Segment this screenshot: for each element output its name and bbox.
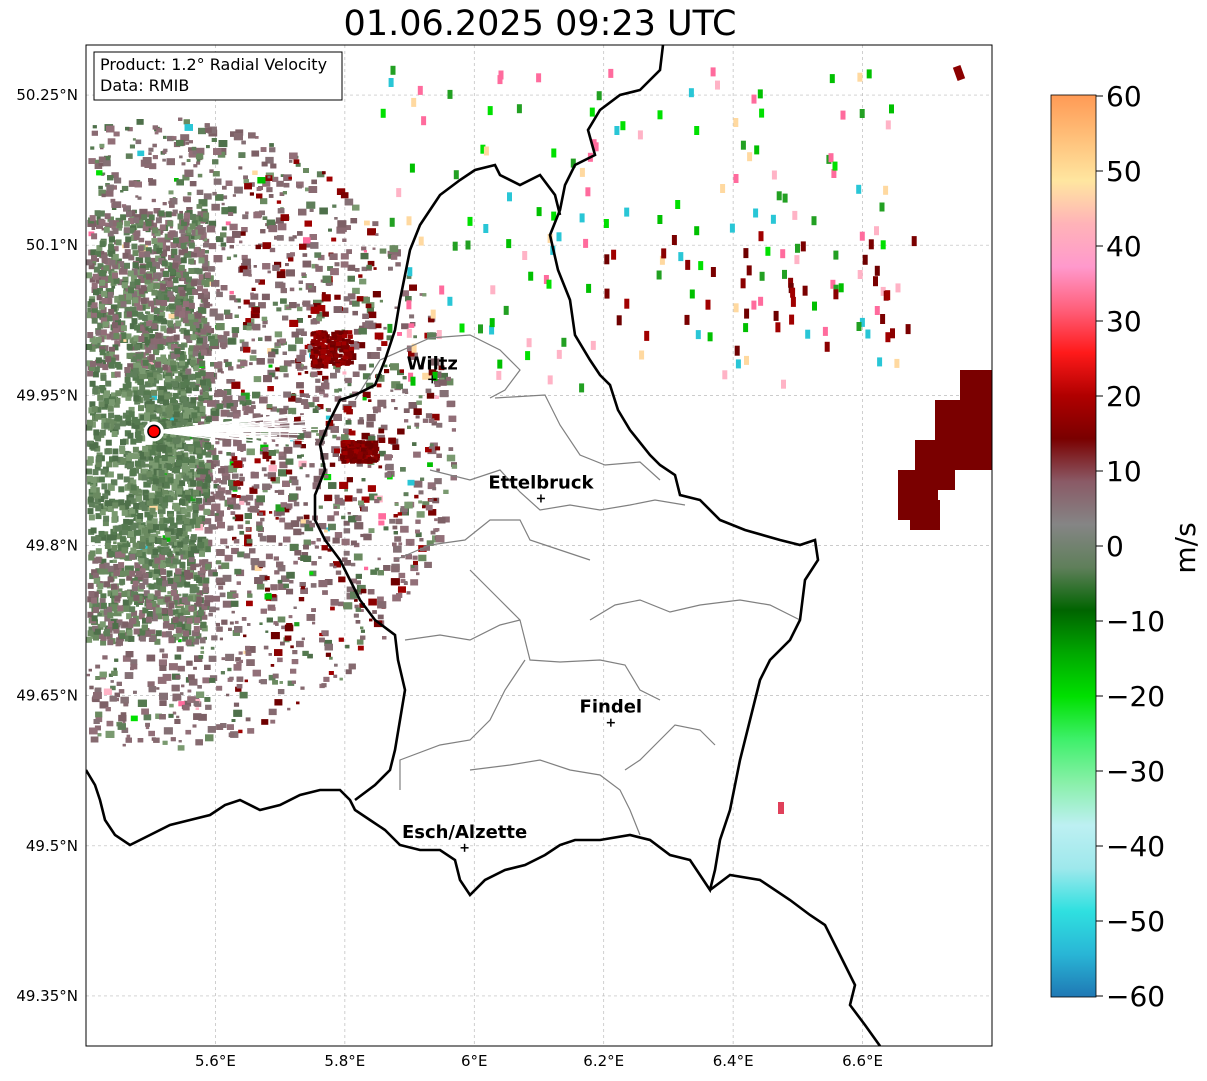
borders — [86, 45, 882, 1046]
lat-tick-label: 49.35°N — [16, 987, 78, 1005]
city-label: Wiltz — [407, 353, 458, 374]
lat-tick-label: 49.95°N — [16, 386, 78, 404]
lon-tick-label: 6.6°E — [842, 1052, 883, 1070]
city-label: Findel — [580, 697, 643, 718]
city-ettelbruck: Ettelbruck — [488, 472, 595, 503]
border-lu-be — [313, 163, 562, 802]
map-frame — [85, 44, 993, 1047]
lat-tick-label: 49.5°N — [26, 837, 78, 855]
graticule — [86, 45, 992, 1046]
chart-title: 01.06.2025 09:23 UTC — [343, 4, 737, 44]
city-esch-alzette: Esch/Alzette — [402, 822, 527, 852]
city-label: Esch/Alzette — [402, 822, 527, 843]
city-findel: Findel — [580, 697, 643, 727]
border-de-east — [709, 873, 882, 1046]
lon-tick-label: 5.6°E — [195, 1052, 236, 1070]
lon-tick-label: 6.2°E — [583, 1052, 624, 1070]
latitude-axis: 50.25°N 50.1°N 49.95°N 49.8°N 49.65°N 49.5°N 4… — [16, 86, 78, 1005]
info-data-source: Data: RMIB — [100, 76, 189, 95]
lon-tick-label: 6.4°E — [713, 1052, 754, 1070]
lat-tick-label: 50.1°N — [26, 236, 78, 254]
lon-tick-label: 6°E — [461, 1052, 488, 1070]
lon-tick-label: 5.8°E — [324, 1052, 365, 1070]
city-label: Ettelbruck — [488, 472, 594, 493]
city-markers: Wiltz Ettelbruck Findel Esch/Alzette — [402, 353, 643, 852]
lat-tick-label: 49.65°N — [16, 687, 78, 705]
info-box: Product: 1.2° Radial Velocity Data: RMIB — [93, 51, 343, 101]
info-product: Product: 1.2° Radial Velocity — [100, 55, 327, 74]
country-border — [86, 45, 820, 898]
radar-site-marker — [147, 424, 161, 439]
canton-borders — [354, 334, 801, 836]
city-wiltz: Wiltz — [407, 353, 458, 384]
info-box-frame — [93, 51, 343, 101]
longitude-axis: 5.6°E 5.8°E 6°E 6.2°E 6.4°E 6.6°E — [195, 1052, 883, 1070]
radar-echoes — [86, 65, 992, 814]
lat-tick-label: 49.8°N — [26, 537, 78, 555]
lat-tick-label: 50.25°N — [16, 86, 78, 104]
